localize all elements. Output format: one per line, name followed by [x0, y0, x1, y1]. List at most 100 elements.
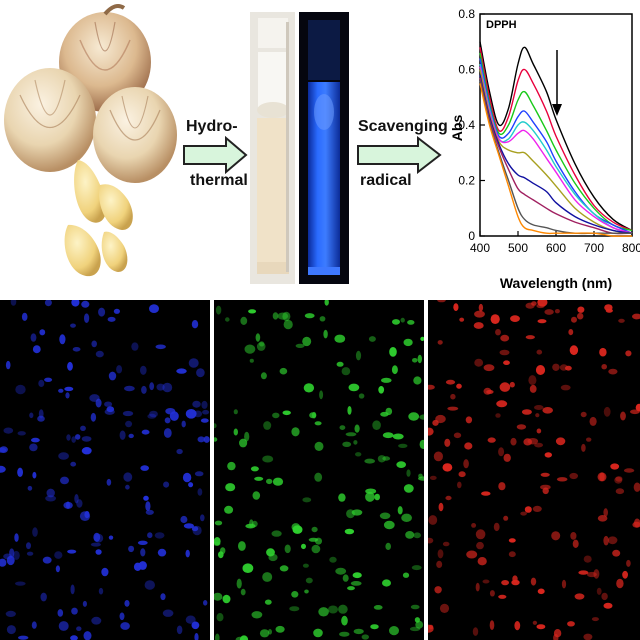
cell — [350, 581, 362, 586]
cell — [314, 421, 322, 426]
cell — [147, 413, 157, 419]
cell — [472, 627, 479, 636]
cell — [242, 563, 254, 573]
cell — [552, 363, 560, 371]
cell — [140, 548, 146, 557]
cell — [603, 602, 613, 609]
cell — [465, 416, 473, 424]
cell — [438, 502, 444, 512]
cell — [382, 579, 391, 587]
dpph-absorbance-chart: 0 0.2 0.4 0.6 0.8 400 500 600 700 800 DPPH Abs W… — [449, 7, 640, 291]
cell — [214, 592, 223, 601]
cell — [540, 484, 551, 490]
cell — [428, 384, 435, 390]
cell — [499, 382, 511, 392]
cell — [544, 309, 554, 315]
cell — [84, 511, 90, 519]
cell — [618, 318, 625, 323]
cell — [417, 354, 422, 364]
cell — [536, 349, 543, 355]
cell — [98, 587, 104, 595]
cell — [95, 549, 102, 555]
cell — [106, 478, 112, 486]
cell — [623, 468, 635, 473]
cell — [601, 592, 608, 601]
cell — [569, 345, 579, 356]
cell — [464, 442, 473, 450]
chart-title: DPPH — [486, 19, 517, 31]
cell — [419, 414, 424, 420]
cell — [490, 314, 500, 324]
cell — [409, 626, 421, 632]
cell — [182, 472, 192, 483]
cell — [591, 617, 599, 622]
cell — [17, 467, 23, 477]
cell — [554, 309, 560, 314]
cell — [537, 300, 548, 307]
cell — [255, 333, 261, 342]
cell — [365, 488, 377, 494]
cell — [622, 570, 628, 579]
cell — [532, 505, 542, 512]
cell — [482, 579, 490, 584]
cell — [38, 409, 44, 419]
cell — [289, 606, 300, 612]
cell — [536, 428, 542, 434]
cell — [353, 628, 364, 635]
cell — [456, 383, 462, 389]
cell — [162, 382, 173, 393]
cell — [532, 620, 538, 625]
cell — [355, 452, 362, 457]
cell — [193, 410, 203, 418]
cell — [141, 385, 147, 394]
x-tick-label: 700 — [584, 241, 604, 255]
cell — [496, 400, 508, 408]
cell — [328, 605, 338, 614]
cell — [478, 303, 484, 312]
cell — [108, 371, 117, 381]
cell — [437, 549, 444, 559]
cell — [534, 442, 543, 448]
cell — [59, 334, 66, 345]
cell — [508, 538, 516, 543]
x-tick-label: 500 — [508, 241, 528, 255]
cell — [80, 425, 86, 431]
x-tick-label: 600 — [546, 241, 566, 255]
cell — [244, 431, 250, 442]
cell — [365, 491, 375, 502]
cell — [433, 451, 443, 462]
cell — [37, 415, 45, 422]
cell — [214, 423, 217, 429]
cell — [495, 329, 501, 336]
cell — [499, 349, 510, 356]
cell — [104, 401, 113, 407]
cell — [214, 541, 221, 546]
cell — [402, 572, 410, 578]
micro-panel-green — [214, 300, 424, 640]
cell — [374, 493, 380, 501]
cell — [98, 307, 106, 317]
cell — [145, 509, 154, 515]
cell — [510, 315, 520, 322]
cell — [529, 384, 537, 393]
cell — [378, 386, 385, 394]
cell — [442, 463, 453, 472]
cell — [444, 438, 451, 447]
cell — [302, 336, 312, 347]
cell — [149, 382, 155, 391]
cell — [271, 530, 282, 537]
cell — [412, 358, 418, 363]
cell — [236, 578, 242, 589]
cell — [82, 600, 87, 607]
cell — [249, 519, 254, 528]
cell — [403, 338, 413, 347]
cell — [304, 313, 315, 319]
cell — [185, 409, 197, 419]
cell — [90, 542, 101, 547]
cell — [60, 476, 69, 485]
cell — [248, 309, 257, 314]
cell — [45, 495, 56, 502]
micro-panel-red — [428, 300, 640, 640]
cell — [95, 350, 104, 358]
cell — [295, 343, 305, 348]
